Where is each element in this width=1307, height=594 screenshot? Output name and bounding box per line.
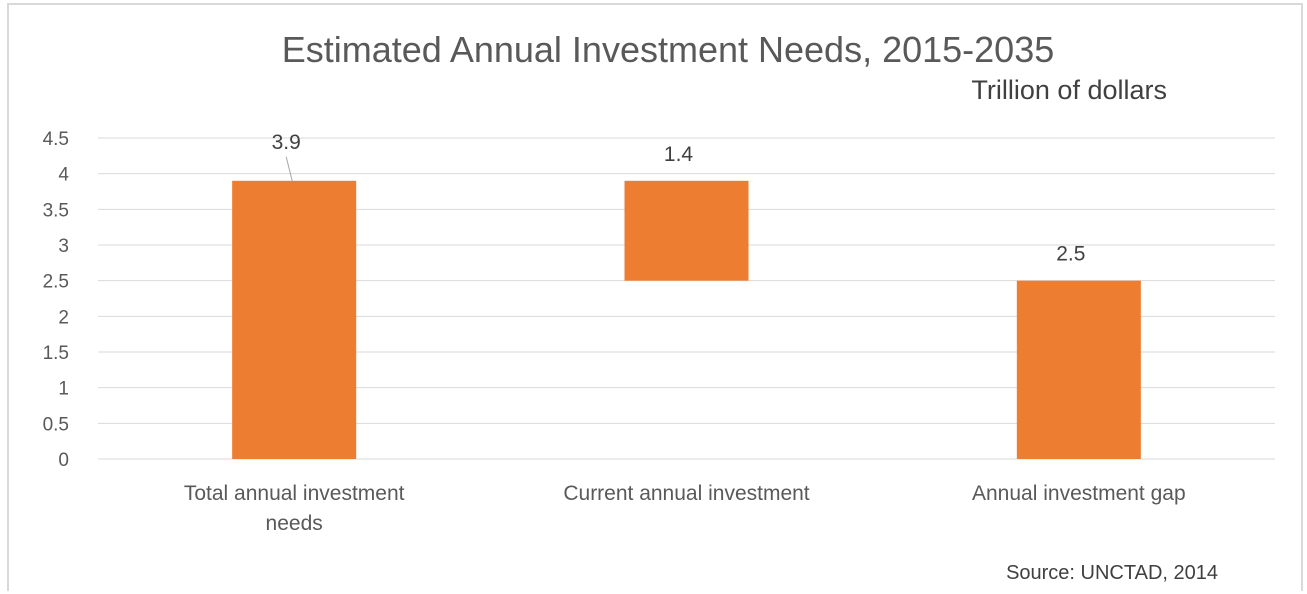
category-label: Total annual investment [184, 482, 405, 505]
y-tick-label: 1 [58, 379, 69, 400]
y-tick-label: 4.5 [43, 129, 69, 150]
chart-subtitle: Trillion of dollars [971, 75, 1167, 105]
y-tick-label: 1.5 [43, 343, 69, 364]
bar [624, 180, 749, 281]
bar [232, 180, 357, 460]
category-label: Annual investment gap [972, 482, 1186, 505]
category-label: needs [266, 512, 323, 535]
source-note: Source: UNCTAD, 2014 [1006, 562, 1218, 584]
data-label-leader [285, 156, 293, 181]
y-tick-label: 2.5 [43, 272, 69, 293]
y-tick-label: 3 [58, 236, 69, 257]
category-label: Current annual investment [563, 482, 809, 505]
data-label: 1.4 [664, 143, 694, 166]
y-tick-label: 0.5 [43, 414, 69, 435]
bar [1016, 280, 1141, 459]
y-tick-label: 3.5 [43, 200, 69, 221]
y-tick-label: 2 [58, 307, 69, 328]
data-label: 2.5 [1056, 243, 1085, 266]
chart-title: Estimated Annual Investment Needs, 2015-… [282, 29, 1055, 70]
y-tick-label: 4 [58, 165, 69, 186]
y-tick-label: 0 [58, 450, 69, 471]
data-label: 3.9 [272, 131, 301, 154]
